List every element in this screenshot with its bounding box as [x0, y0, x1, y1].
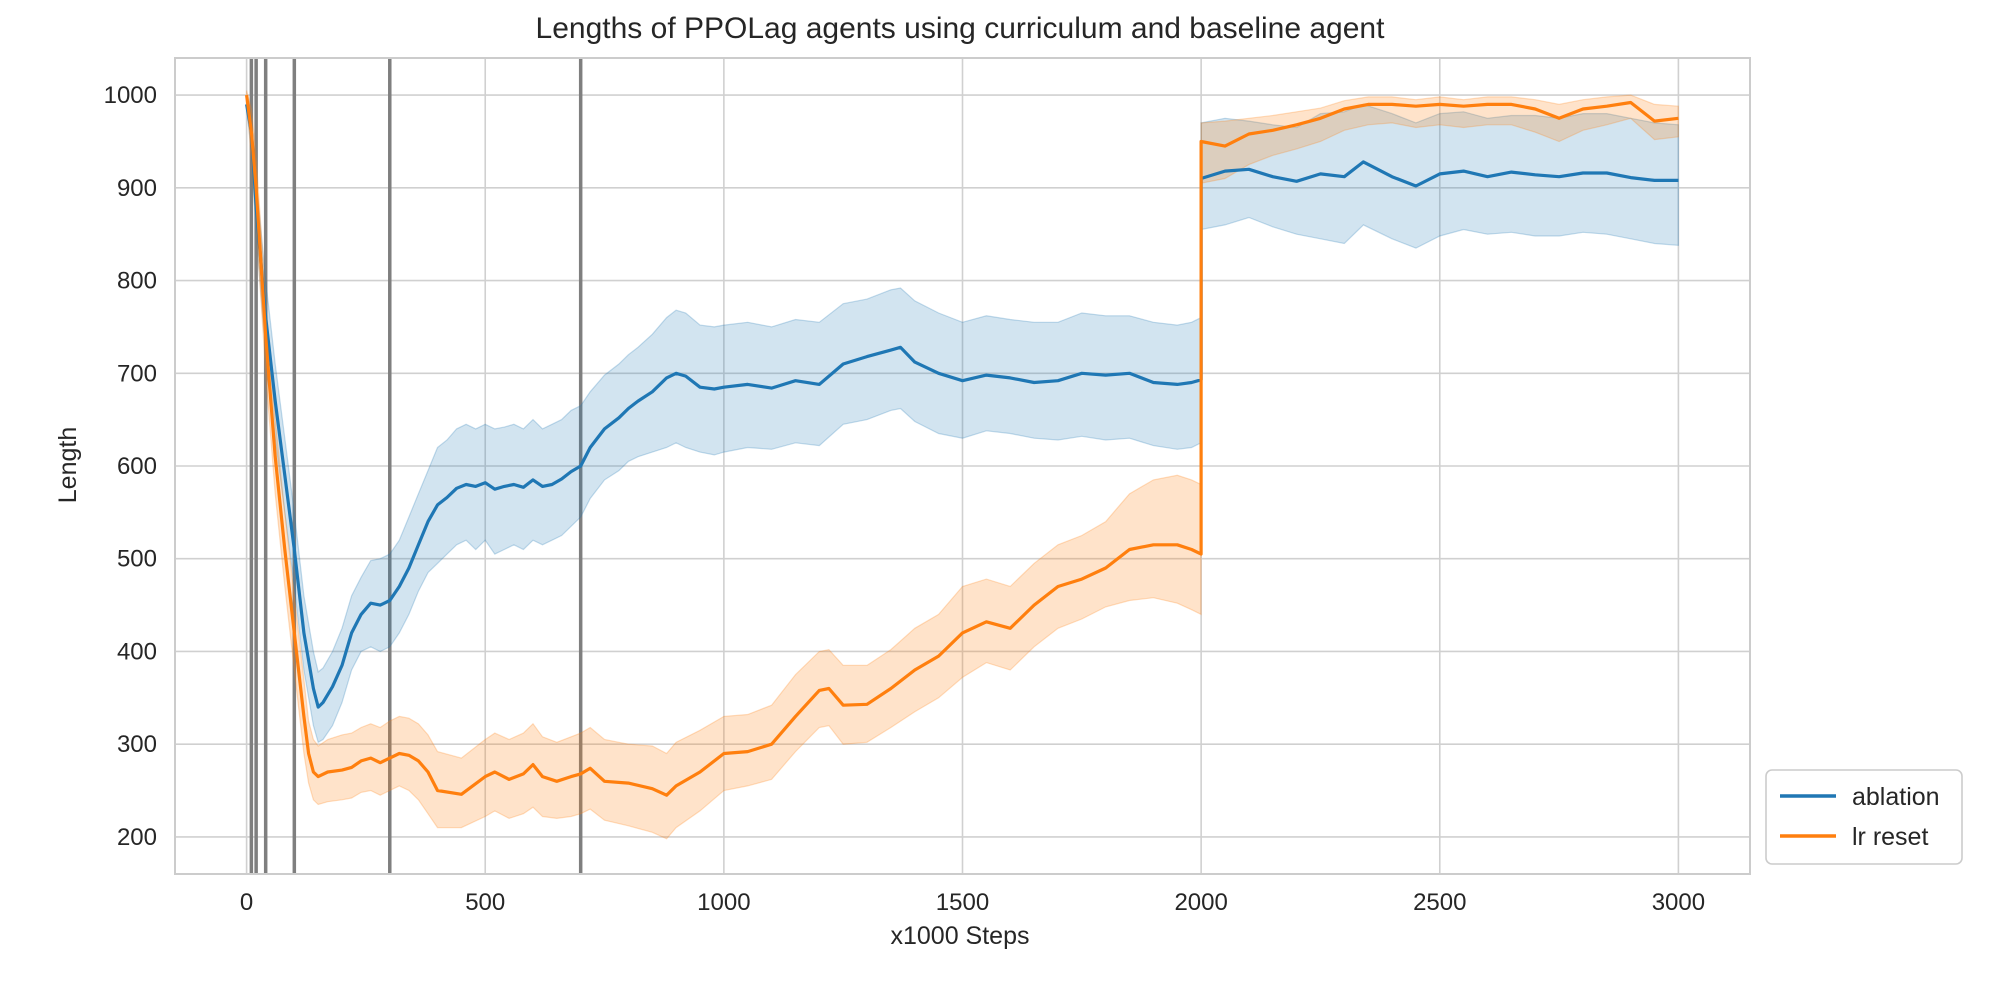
y-tick-label: 400: [117, 638, 157, 665]
x-tick-label: 2000: [1174, 889, 1227, 916]
y-tick-label: 600: [117, 453, 157, 480]
y-tick-label: 1000: [104, 82, 157, 109]
x-tick-label: 2500: [1413, 889, 1466, 916]
y-tick-label: 900: [117, 175, 157, 202]
y-tick-label: 200: [117, 824, 157, 851]
line-lr-reset: [245, 94, 1679, 797]
band-ablation: [246, 99, 1679, 744]
y-tick-label: 500: [117, 546, 157, 573]
band-lr-reset: [246, 90, 1679, 840]
line-ablation: [245, 104, 1679, 709]
y-tick-label: 800: [117, 268, 157, 295]
y-tick-label: 700: [117, 360, 157, 387]
legend-label-lr-reset: lr reset: [1852, 823, 1928, 851]
legend: ablation lr reset: [1765, 769, 1963, 865]
y-tick-label: 300: [117, 731, 157, 758]
x-tick-label: 1500: [936, 889, 989, 916]
y-axis-label: Length: [54, 427, 82, 503]
plot-frame: [174, 57, 1751, 875]
legend-box: [1765, 769, 1963, 865]
x-tick-labels: 0 500 1000 1500 2000 2500 3000: [240, 889, 1705, 916]
legend-label-ablation: ablation: [1852, 783, 1940, 811]
series-lines: [245, 94, 1679, 797]
confidence-bands: [246, 90, 1679, 840]
grid: [175, 58, 1750, 874]
x-tick-label: 3000: [1652, 889, 1705, 916]
x-tick-label: 500: [465, 889, 505, 916]
x-axis-label: x1000 Steps: [891, 922, 1030, 950]
y-tick-labels: 200 300 400 500 600 700 800 900 1000: [104, 82, 157, 851]
x-tick-label: 0: [240, 889, 253, 916]
x-tick-label: 1000: [697, 889, 750, 916]
chart-title: Lengths of PPOLag agents using curriculu…: [536, 12, 1386, 45]
